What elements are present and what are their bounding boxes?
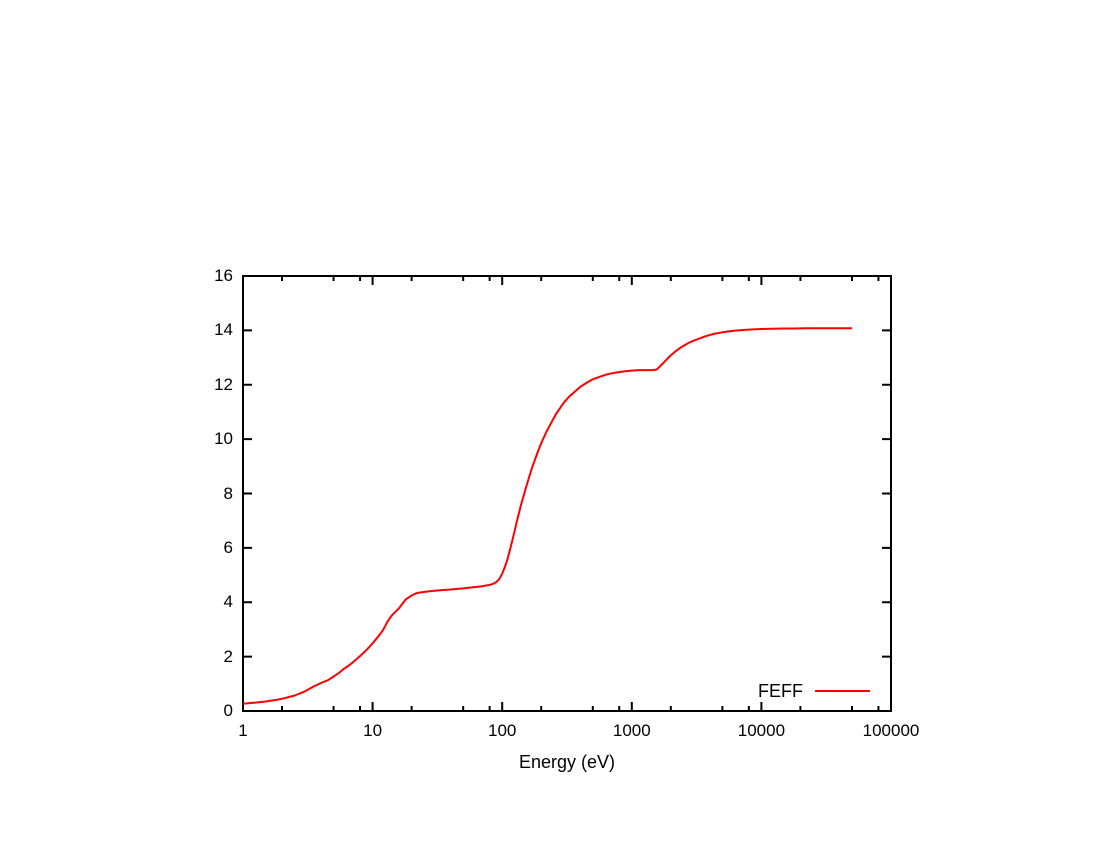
y-tick-label: 16 xyxy=(214,266,233,285)
x-tick-label: 100000 xyxy=(862,721,920,740)
y-tick-label: 0 xyxy=(223,701,233,720)
legend-label: FEFF xyxy=(758,681,803,701)
plot-frame xyxy=(242,275,892,712)
x-tick-label: 10000 xyxy=(737,721,786,740)
x-axis-title: Energy (eV) xyxy=(518,752,616,772)
x-tick-label: 100 xyxy=(488,721,517,740)
y-tick-label: 10 xyxy=(214,429,233,449)
y-tick-label: 6 xyxy=(223,537,233,557)
curve-feff xyxy=(242,327,852,705)
y-tick-label: 4 xyxy=(223,592,233,612)
y-tick-label: 2 xyxy=(223,646,233,666)
x-tick-label: 1000 xyxy=(612,721,651,740)
x-tick-label: 10 xyxy=(363,721,383,740)
y-tick-label: 12 xyxy=(214,374,233,394)
x-tick-label: 1 xyxy=(238,721,248,740)
y-tick-label: 8 xyxy=(223,483,233,503)
y-tick-label: 14 xyxy=(214,320,233,340)
